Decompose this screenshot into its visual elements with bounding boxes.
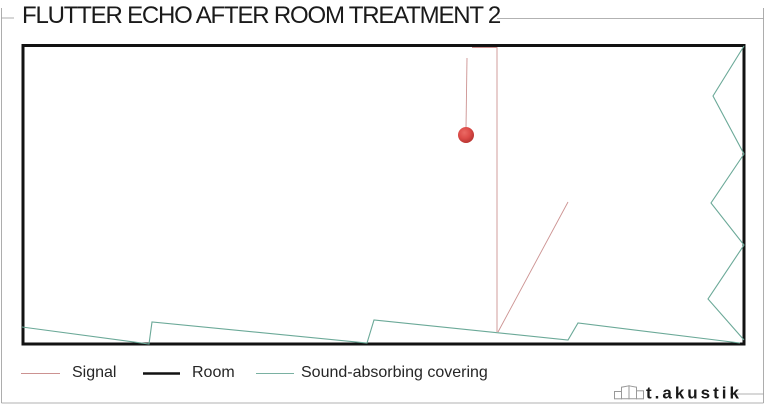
svg-text:t.akustik: t.akustik (646, 384, 742, 403)
